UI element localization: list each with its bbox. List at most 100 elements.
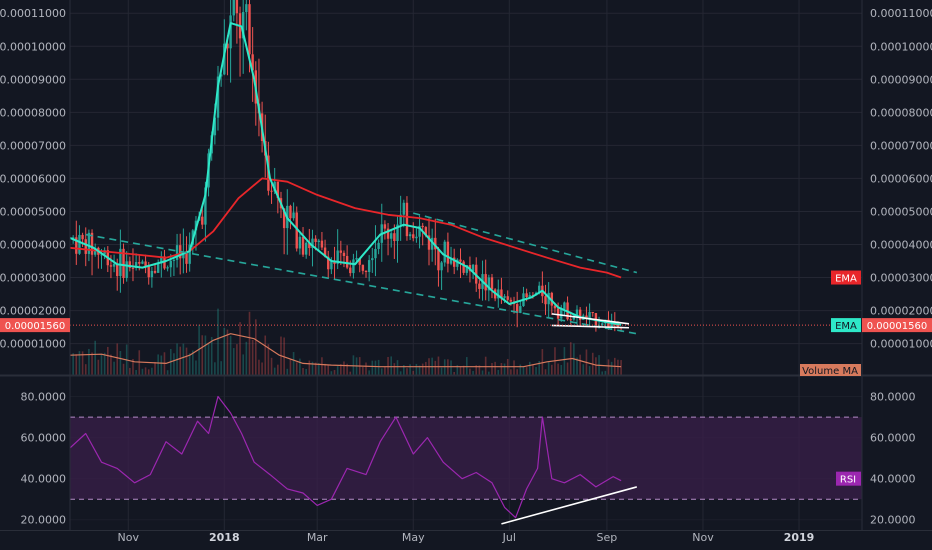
- candle-body: [361, 264, 365, 271]
- candle-body: [399, 214, 402, 225]
- volume-bar: [362, 366, 364, 375]
- candle-body: [418, 225, 421, 237]
- candle-body: [342, 252, 346, 257]
- y-tick-label-right: 0.00001000: [870, 338, 932, 351]
- rsi-tag: RSI: [840, 475, 856, 486]
- volume-bar: [478, 365, 481, 375]
- candle-body: [128, 261, 132, 268]
- rsi-tick-label-right: 20.0000: [870, 514, 916, 527]
- volume-bar: [321, 357, 323, 375]
- y-tick-label-right: 0.00003000: [870, 272, 932, 285]
- candle-body: [226, 43, 229, 49]
- candle-body: [487, 277, 491, 291]
- volume-bar: [135, 369, 137, 375]
- volume-bar: [399, 371, 402, 375]
- y-tick-label-left: 0.00006000: [0, 172, 66, 185]
- volume-bar: [440, 367, 443, 375]
- volume-bar: [538, 360, 541, 375]
- volume-bar: [409, 364, 411, 375]
- volume-bar: [525, 367, 528, 375]
- volume-bar: [157, 354, 159, 375]
- candle-body: [201, 216, 204, 225]
- volume-bar: [113, 361, 115, 375]
- candle-body: [374, 248, 377, 259]
- volume-bar: [103, 352, 106, 375]
- y-tick-label-left: 0.00008000: [0, 106, 66, 119]
- candle-body: [166, 267, 169, 269]
- volume-bar: [110, 354, 112, 375]
- volume-bar: [308, 360, 311, 375]
- candle-body: [371, 258, 374, 261]
- candle-body: [440, 262, 443, 271]
- volume-bar: [412, 370, 415, 375]
- candle-body: [172, 259, 176, 261]
- volume-bar: [295, 362, 298, 375]
- x-tick-label: Sep: [597, 531, 618, 544]
- current-price-tag-right-bg: [862, 318, 932, 333]
- ema-slow-line: [69, 177, 622, 279]
- volume-bar: [484, 356, 487, 375]
- candle-body: [141, 261, 144, 264]
- volume-bar: [532, 364, 534, 375]
- volume-bar: [617, 359, 619, 375]
- volume-bar: [333, 370, 336, 375]
- candle-body: [597, 325, 601, 327]
- volume-bar: [267, 344, 270, 375]
- candle-body: [519, 306, 522, 313]
- volume-bar: [459, 366, 462, 375]
- candle-body: [421, 225, 424, 228]
- volume-bar: [384, 366, 386, 375]
- candle-body: [153, 270, 157, 273]
- volume-bar: [352, 355, 355, 375]
- candle-body: [569, 319, 572, 321]
- volume-bar: [173, 353, 175, 375]
- volume-bar: [368, 370, 370, 375]
- candle-body: [610, 322, 613, 327]
- candle-body: [232, 0, 235, 16]
- volume-bar: [346, 363, 348, 375]
- candle-body: [560, 308, 563, 319]
- volume-bar: [317, 363, 320, 375]
- volume-bar: [122, 363, 125, 375]
- volume-bar: [425, 361, 427, 375]
- volume-ma-line: [69, 333, 622, 368]
- volume-bar: [327, 365, 330, 375]
- candle-body: [506, 296, 509, 300]
- volume-bar: [147, 369, 150, 375]
- volume-bar: [94, 340, 96, 375]
- y-tick-label-left: 0.00005000: [0, 205, 66, 218]
- ema-slow-tag: EMA: [835, 274, 857, 285]
- candle-body: [500, 289, 503, 298]
- volume-bar: [579, 354, 581, 375]
- candle-body: [131, 267, 135, 269]
- candle-body: [311, 238, 314, 249]
- volume-bar: [465, 357, 468, 375]
- rsi-tick-label-left: 80.0000: [21, 391, 67, 404]
- x-tick-label: Mar: [307, 531, 328, 544]
- candle-body: [251, 54, 254, 71]
- candle-body: [367, 260, 371, 272]
- candle-body: [408, 234, 412, 237]
- candle-body: [156, 263, 160, 273]
- volume-bar: [129, 367, 131, 375]
- y-tick-label-left: 0.00001000: [0, 338, 66, 351]
- candle-body: [402, 202, 406, 215]
- candle-body: [100, 254, 103, 256]
- candle-body: [245, 4, 248, 13]
- volume-bar: [106, 346, 109, 375]
- candle-body: [459, 259, 462, 262]
- volume-bar: [421, 363, 424, 375]
- volume-bar: [607, 359, 610, 375]
- volume-bar: [311, 361, 314, 375]
- candle-body: [320, 240, 324, 248]
- volume-bar: [100, 353, 103, 375]
- candle-body: [125, 261, 128, 278]
- candle-body: [219, 74, 223, 77]
- y-tick-label-right: 0.00011000: [870, 7, 932, 20]
- candle-body: [116, 263, 119, 277]
- volume-bar: [560, 364, 563, 375]
- volume-bar: [223, 328, 226, 375]
- volume-bar: [380, 368, 383, 375]
- candle-body: [169, 260, 172, 268]
